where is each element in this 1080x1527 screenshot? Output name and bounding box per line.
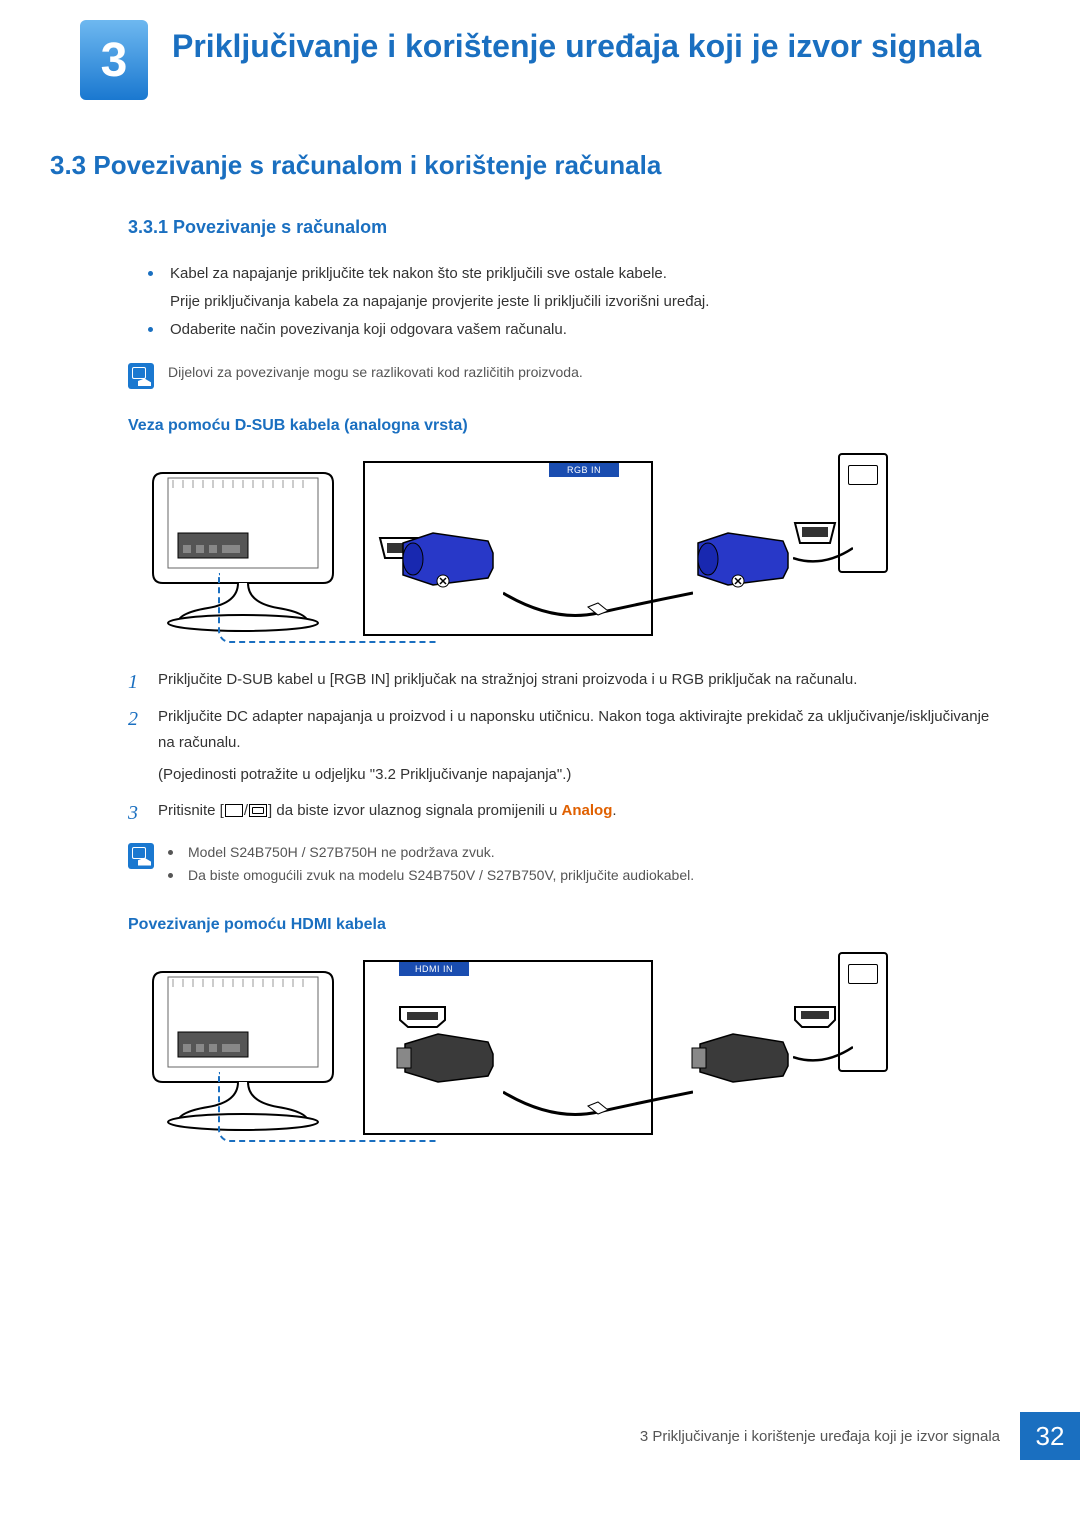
page-footer: 3 Priključivanje i korištenje uređaja ko… [0,1412,1080,1460]
dsub-diagram: RGB IN [148,453,888,643]
manual-page: 3 Priključivanje i korištenje uređaja ko… [0,0,1080,1460]
chapter-header: 3 Priključivanje i korištenje uređaja ko… [80,20,1000,100]
note-icon [128,843,154,869]
monitor-button-icon [225,804,243,817]
step-text: Priključite D-SUB kabel u [RGB IN] prikl… [158,671,857,688]
cable-mid [503,583,693,623]
step-paren: (Pojedinosti potražite u odjeljku "3.2 P… [158,762,1000,788]
intro-bullet-1: Kabel za napajanje priključite tek nakon… [148,260,1000,316]
intro-bullet-2: Odaberite način povezivanja koji odgovar… [148,316,1000,344]
dsub-heading: Veza pomoću D-SUB kabela (analogna vrsta… [128,417,1000,435]
step-tail: . [612,802,616,819]
step-highlight: Analog [562,802,613,819]
pc-tower-icon [838,952,888,1072]
step-text: Priključite DC adapter napajanja u proiz… [158,708,989,751]
chapter-title: Priključivanje i korištenje uređaja koji… [172,20,981,66]
bullet-text: Kabel za napajanje priključite tek nakon… [170,265,667,282]
pc-tower-icon [838,453,888,573]
pc-hdmi-port-icon [790,1002,840,1032]
step-pre: Pritisnite [ [158,802,224,819]
intro-bullet-list: Kabel za napajanje priključite tek nakon… [148,260,1000,343]
hdmi-heading: Povezivanje pomoću HDMI kabela [128,916,1000,934]
step-2: 2 Priključite DC adapter napajanja u pro… [128,704,1000,789]
dsub-connector-right-icon [688,523,798,593]
dsub-note: Model S24B750H / S27B750H ne podržava zv… [128,841,1000,889]
source-button-icon [249,804,267,817]
hdmi-connector-right-icon [688,1022,798,1092]
port-label: HDMI IN [399,962,469,976]
note-bullet: Model S24B750H / S27B750H ne podržava zv… [168,841,694,865]
note-text: Dijelovi za povezivanje mogu se razlikov… [168,361,583,385]
step-post: ] da biste izvor ulaznog signala promije… [268,802,562,819]
bullet-text: Odaberite način povezivanja koji odgovar… [170,321,567,338]
pc-port-icon [790,513,840,553]
hdmi-diagram: HDMI IN [148,952,888,1142]
note-icon [128,363,154,389]
step-number: 2 [128,702,138,737]
intro-note: Dijelovi za povezivanje mogu se razlikov… [128,361,1000,389]
footer-text: 3 Priključivanje i korištenje uređaja ko… [620,1412,1020,1460]
port-label: RGB IN [549,463,619,477]
step-number: 3 [128,796,138,831]
step-3: 3 Pritisnite [/] da biste izvor ulaznog … [128,798,1000,824]
hdmi-connector-left-icon [393,1022,503,1092]
cable-mid [503,1082,693,1122]
subsection-title: 3.3.1 Povezivanje s računalom [128,217,1000,238]
footer-page-number: 32 [1020,1412,1080,1460]
bullet-continuation: Prije priključivanja kabela za napajanje… [170,288,1000,316]
note-bullet: Da biste omogućili zvuk na modelu S24B75… [168,864,694,888]
step-1: 1 Priključite D-SUB kabel u [RGB IN] pri… [128,667,1000,693]
dsub-connector-left-icon [393,523,503,593]
note-bullet-list: Model S24B750H / S27B750H ne podržava zv… [168,841,694,889]
chapter-badge: 3 [80,20,148,100]
section-title: 3.3 Povezivanje s računalom i korištenje… [50,150,1000,181]
step-number: 1 [128,665,138,700]
dsub-steps: 1 Priključite D-SUB kabel u [RGB IN] pri… [128,667,1000,824]
